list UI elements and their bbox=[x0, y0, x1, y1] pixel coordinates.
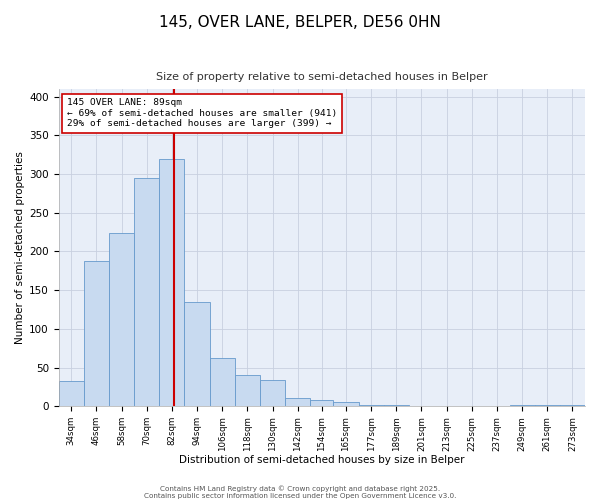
Bar bbox=[560, 404, 585, 406]
Bar bbox=[334, 402, 359, 406]
Bar bbox=[59, 382, 84, 406]
Bar bbox=[109, 233, 134, 406]
Bar bbox=[509, 404, 535, 406]
Bar bbox=[159, 158, 184, 406]
Bar bbox=[84, 260, 109, 406]
Text: Contains HM Land Registry data © Crown copyright and database right 2025.: Contains HM Land Registry data © Crown c… bbox=[160, 486, 440, 492]
X-axis label: Distribution of semi-detached houses by size in Belper: Distribution of semi-detached houses by … bbox=[179, 455, 464, 465]
Y-axis label: Number of semi-detached properties: Number of semi-detached properties bbox=[15, 151, 25, 344]
Bar bbox=[260, 380, 285, 406]
Text: 145, OVER LANE, BELPER, DE56 0HN: 145, OVER LANE, BELPER, DE56 0HN bbox=[159, 15, 441, 30]
Bar bbox=[359, 404, 383, 406]
Text: Contains public sector information licensed under the Open Government Licence v3: Contains public sector information licen… bbox=[144, 493, 456, 499]
Bar bbox=[209, 358, 235, 406]
Title: Size of property relative to semi-detached houses in Belper: Size of property relative to semi-detach… bbox=[156, 72, 488, 83]
Bar bbox=[235, 376, 260, 406]
Bar bbox=[285, 398, 310, 406]
Bar bbox=[310, 400, 334, 406]
Bar bbox=[134, 178, 159, 406]
Bar bbox=[184, 302, 209, 406]
Text: 145 OVER LANE: 89sqm
← 69% of semi-detached houses are smaller (941)
29% of semi: 145 OVER LANE: 89sqm ← 69% of semi-detac… bbox=[67, 98, 337, 128]
Bar bbox=[383, 404, 409, 406]
